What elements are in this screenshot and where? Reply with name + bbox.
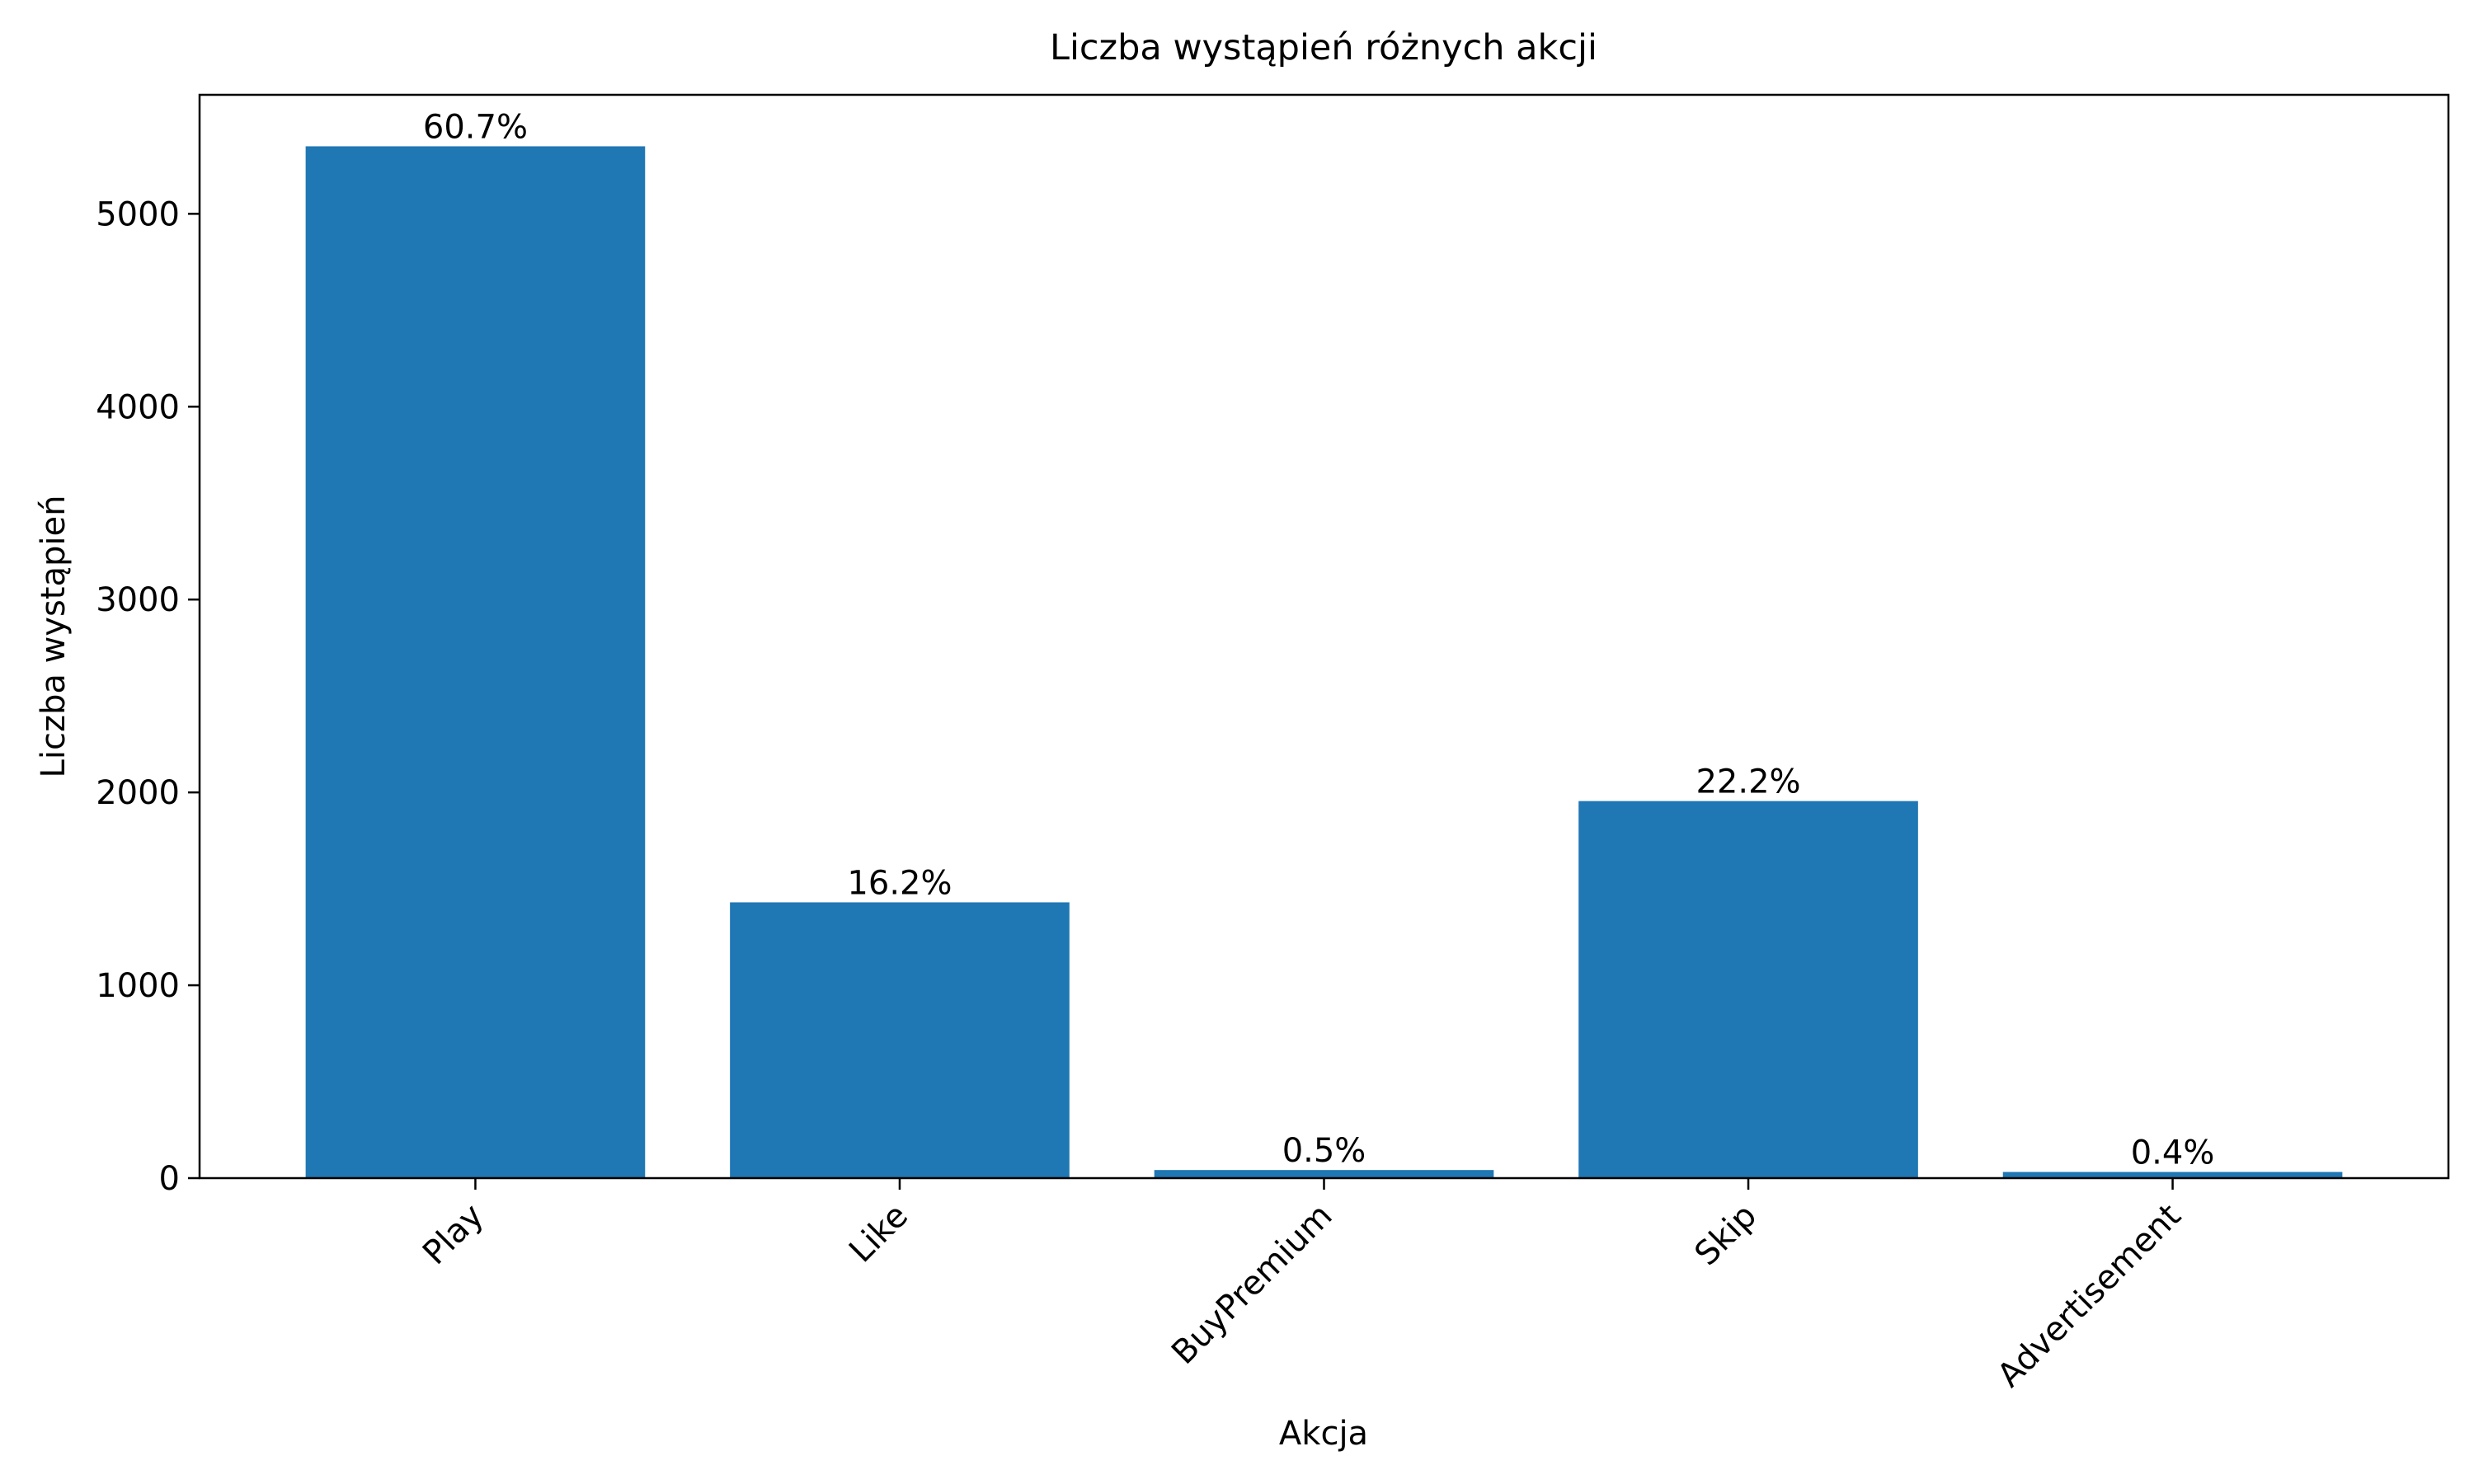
bar-labels-group: 60.7% 16.2% 0.5% 22.2% 0.4%	[423, 108, 2214, 1172]
bar-like	[730, 902, 1070, 1178]
y-tick-label-1000: 1000	[96, 967, 180, 1005]
bar-label-play: 60.7%	[423, 108, 528, 146]
x-axis-label: Akcja	[1279, 1415, 1368, 1453]
plot-frame	[198, 93, 2450, 1180]
bars-group	[305, 146, 2343, 1178]
y-tick-label-4000: 4000	[96, 388, 180, 426]
y-tick-label-0: 0	[159, 1160, 180, 1198]
bar-buypremium	[1154, 1170, 1494, 1178]
y-tick-label-3000: 3000	[96, 581, 180, 619]
bar-label-buypremium: 0.5%	[1282, 1132, 1366, 1170]
bar-label-like: 16.2%	[847, 864, 952, 902]
bar-label-advertisement: 0.4%	[2131, 1134, 2215, 1172]
bar-label-skip: 22.2%	[1696, 763, 1800, 801]
chart-title: Liczba wystąpień różnych akcji	[1050, 27, 1597, 68]
y-axis-label: Liczba wystąpień	[35, 495, 73, 778]
y-axis: 0 1000 2000 3000 4000 5000	[96, 195, 200, 1198]
y-tick-label-2000: 2000	[96, 774, 180, 812]
bar-advertisement	[2002, 1172, 2343, 1178]
y-tick-label-5000: 5000	[96, 195, 180, 233]
bar-play	[305, 146, 646, 1178]
bar-skip	[1578, 801, 1918, 1178]
